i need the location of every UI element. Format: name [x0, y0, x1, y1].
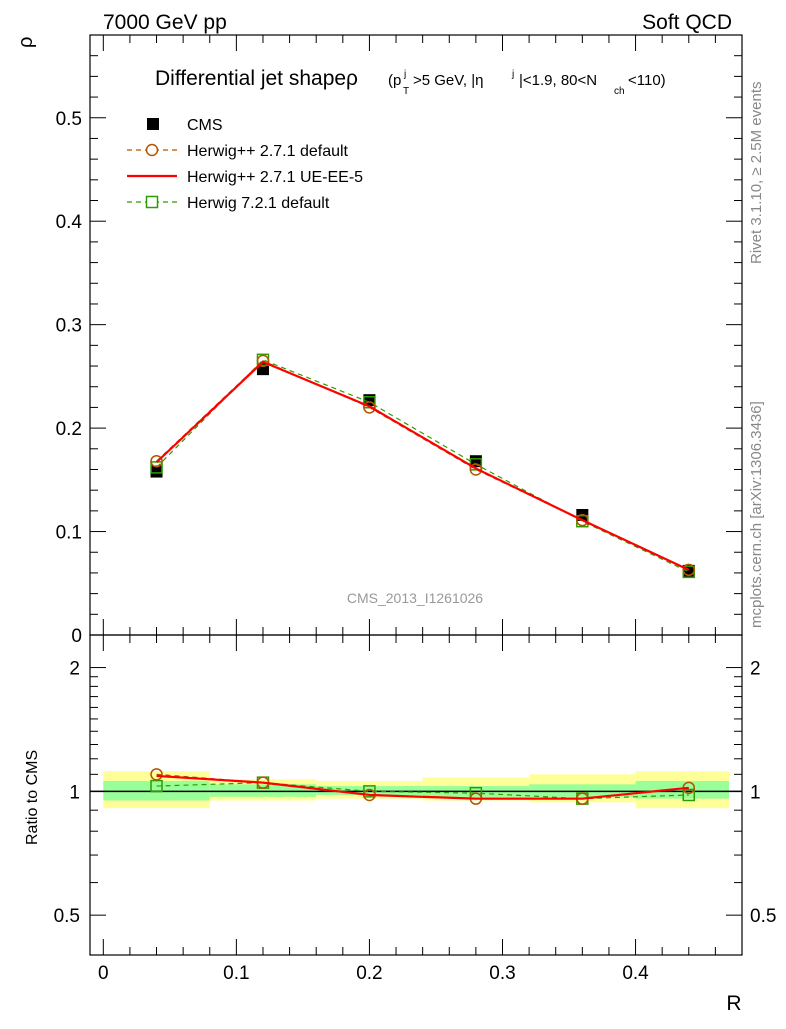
herwig721-line: [156, 359, 690, 573]
ratio-herwig721-marker: [363, 785, 376, 798]
side-label-bottom: mcplots.cern.ch [arXiv:1306.3436]: [748, 401, 765, 628]
herwigpp-ueee5-line: [155, 360, 690, 571]
x-tick-label: 0.4: [622, 963, 649, 984]
herwigpp-default-line: [156, 360, 690, 571]
svg-text:(p: (p: [388, 72, 401, 89]
ratio-herwig721-line: [156, 782, 689, 800]
x-tick-label: 0.3: [489, 963, 515, 984]
chart-title-suffix: (p j T >5 GeV, |η j |<1.9, 80<N ch <110): [388, 69, 666, 97]
legend-marker-cms: [147, 118, 159, 130]
ratio-tick-label: 1: [69, 782, 80, 803]
ratio-herwigpp-ueee5-line: [156, 774, 689, 800]
y-tick-label: 0.4: [56, 212, 83, 233]
legend-marker-herwig721: [145, 195, 159, 209]
y-tick-label: 0: [71, 626, 82, 647]
y-tick-label: 0.3: [56, 316, 82, 337]
legend-label: CMS: [187, 117, 223, 134]
y-axis-label: ρ: [15, 37, 37, 48]
side-label-top: Rivet 3.1.10, ≥ 2.5M events: [748, 82, 765, 265]
ratio-tick-label-right: 2: [750, 659, 761, 680]
ratio-tick-label: 2: [69, 659, 80, 680]
ratio-tick-label-right: 1: [750, 782, 761, 803]
herwigpp-default-marker: [469, 463, 483, 476]
ratio-y-label: Ratio to CMS: [24, 750, 41, 845]
stat-uncertainty-band: [529, 784, 636, 797]
x-tick-label: 0.2: [356, 963, 382, 984]
svg-text:j: j: [511, 69, 514, 80]
svg-text:T: T: [403, 86, 409, 97]
herwigpp-default-marker: [682, 563, 696, 577]
ratio-herwig721-marker: [682, 788, 696, 802]
ratio-herwigpp-default-marker: [150, 768, 163, 781]
svg-text:<110): <110): [628, 72, 666, 89]
herwigpp-default-marker: [256, 354, 270, 368]
watermark: CMS_2013_I1261026: [347, 590, 483, 606]
header-left: 7000 GeV pp: [103, 11, 227, 34]
ratio-panel: 0 0.1 0.2 0.3 0.4 0.5 0.5 1 1 2 2: [54, 634, 776, 984]
cms-data-point: [150, 465, 163, 478]
svg-text:j: j: [403, 69, 406, 80]
svg-text:>5 GeV, |η: >5 GeV, |η: [413, 72, 483, 89]
x-axis-label: R: [726, 992, 741, 1015]
stat-uncertainty-band: [635, 780, 729, 799]
legend-marker-herwigpp-default: [145, 143, 159, 157]
legend-label: Herwig++ 2.7.1 UE-EE-5: [187, 169, 363, 186]
ratio-tick-label-right: 0.5: [750, 906, 776, 927]
legend: CMS Herwig++ 2.7.1 default Herwig++ 2.7.1 …: [127, 117, 363, 212]
ratio-tick-label: 0.5: [54, 906, 80, 927]
legend-label: Herwig++ 2.7.1 default: [187, 143, 349, 160]
herwigpp-default-marker: [363, 401, 376, 414]
x-tick-label: 0.1: [223, 963, 249, 984]
y-tick-label: 0.5: [56, 109, 82, 130]
herwigpp-default-marker: [150, 454, 163, 468]
stat-uncertainty-band: [316, 786, 423, 795]
ratio-frame: [89, 634, 743, 956]
y-tick-label: 0.2: [56, 419, 82, 440]
svg-text:ch: ch: [614, 86, 625, 97]
legend-label: Herwig 7.2.1 default: [187, 195, 330, 212]
chart-title: Differential jet shapeρ: [155, 67, 358, 90]
y-tick-label: 0.1: [56, 523, 82, 544]
x-tick-label: 0: [98, 963, 109, 984]
herwigpp-default-marker: [576, 513, 589, 527]
header-right: Soft QCD: [642, 11, 732, 34]
stat-uncertainty-band: [209, 784, 317, 797]
svg-text:|<1.9, 80<N: |<1.9, 80<N: [519, 72, 597, 89]
